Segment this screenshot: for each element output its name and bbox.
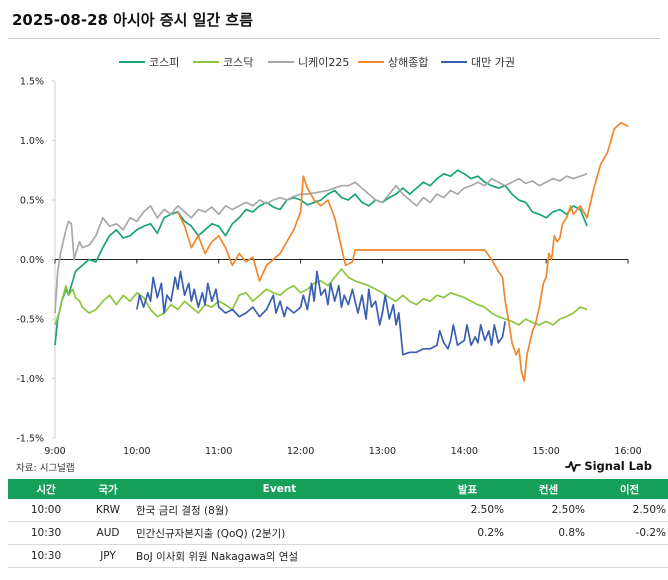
brand-name: Signal Lab [584,459,652,473]
x-tick-label: 15:00 [532,446,559,457]
cell-actual: 0.2% [427,521,508,545]
cell-previous: 2.50% [589,499,668,522]
header-previous: 이전 [589,479,668,499]
events-table: 시간 국가 Event 발표 컨센 이전 10:00 KRW 한국 금리 결정 … [8,479,668,568]
legend-item-nikkei: 니케이225 [268,54,349,70]
legend-label-nikkei: 니케이225 [298,56,350,69]
x-tick-label: 16:00 [614,446,641,457]
header-consensus: 컨센 [508,479,589,499]
legend-label-kosdaq: 코스닥 [223,56,254,69]
legend-label-taiwan: 대만 가권 [471,56,515,69]
y-tick-label: -1.5% [16,434,44,445]
x-tick-label: 10:00 [123,446,150,457]
legend-swatch-nikkei [268,61,294,63]
legend-swatch-shanghai [358,61,384,63]
cell-previous: -0.2% [589,521,668,545]
table-row: 10:30 JPY BoJ 이사회 위원 Nakagawa의 연설 [8,544,668,568]
brand-logo: Signal Lab [565,459,652,473]
cell-consensus [508,544,589,568]
legend-item-taiwan: 대만 가권 [441,54,515,70]
source-note: 자료: 시그널랩 [16,463,75,474]
y-tick-label: -0.5% [16,315,44,326]
legend-swatch-taiwan [441,61,467,63]
cell-event: 한국 금리 결정 (8월) [132,499,427,522]
y-tick-label: 0.5% [20,196,44,207]
cell-country: AUD [84,521,132,545]
series-line-nikkei [54,172,588,314]
legend-item-shanghai: 상해종합 [358,54,428,70]
legend-swatch-kospi [119,61,145,63]
header-event: Event [132,479,427,499]
chart-title: 2025-08-28 아시아 증시 일간 흐름 [12,11,254,29]
x-tick-label: 12:00 [287,446,314,457]
legend-item-kospi: 코스피 [119,54,179,70]
cell-country: KRW [84,499,132,522]
series-line-shanghai [177,121,629,382]
cell-consensus: 0.8% [508,521,589,545]
table-row: 10:00 KRW 한국 금리 결정 (8월) 2.50% 2.50% 2.50… [8,499,668,522]
x-tick-label: 11:00 [205,446,232,457]
x-tick-label: 13:00 [369,446,396,457]
y-tick-label: 1.5% [20,77,44,88]
y-tick-label: 1.0% [20,136,44,147]
line-chart: 9:00 10:00 11:00 12:00 13:00 14:00 15:00 16:00 1… [16,77,641,458]
cell-event: 민간신규자본지출 (QoQ) (2분기) [132,521,427,545]
y-tick-label: 0.0% [20,255,44,266]
y-tick-label: -1.0% [16,374,44,385]
cell-consensus: 2.50% [508,499,589,522]
cell-actual [427,544,508,568]
cell-time: 10:30 [8,544,84,568]
chart-legend: 코스피 코스닥 니케이225 상해종합 대만 가권 [0,54,668,70]
title-divider [8,38,660,39]
x-tick-label: 14:00 [451,446,478,457]
header-time: 시간 [8,479,84,499]
cell-time: 10:30 [8,521,84,545]
signal-wave-icon [565,461,582,472]
series-line-kosdaq [54,268,588,326]
events-header-row: 시간 국가 Event 발표 컨센 이전 [8,479,668,499]
table-row: 10:30 AUD 민간신규자본지출 (QoQ) (2분기) 0.2% 0.8%… [8,521,668,545]
series-line-taiwan [136,270,507,356]
legend-item-kosdaq: 코스닥 [193,54,253,70]
legend-swatch-kosdaq [193,61,219,63]
series-line-kospi [54,169,588,346]
legend-label-shanghai: 상해종합 [388,56,429,69]
cell-event: BoJ 이사회 위원 Nakagawa의 연설 [132,544,427,568]
cell-previous [589,544,668,568]
cell-time: 10:00 [8,499,84,522]
header-country: 국가 [84,479,132,499]
header-actual: 발표 [427,479,508,499]
cell-country: JPY [84,544,132,568]
cell-actual: 2.50% [427,499,508,522]
x-tick-label: 9:00 [44,446,65,457]
legend-label-kospi: 코스피 [149,56,180,69]
